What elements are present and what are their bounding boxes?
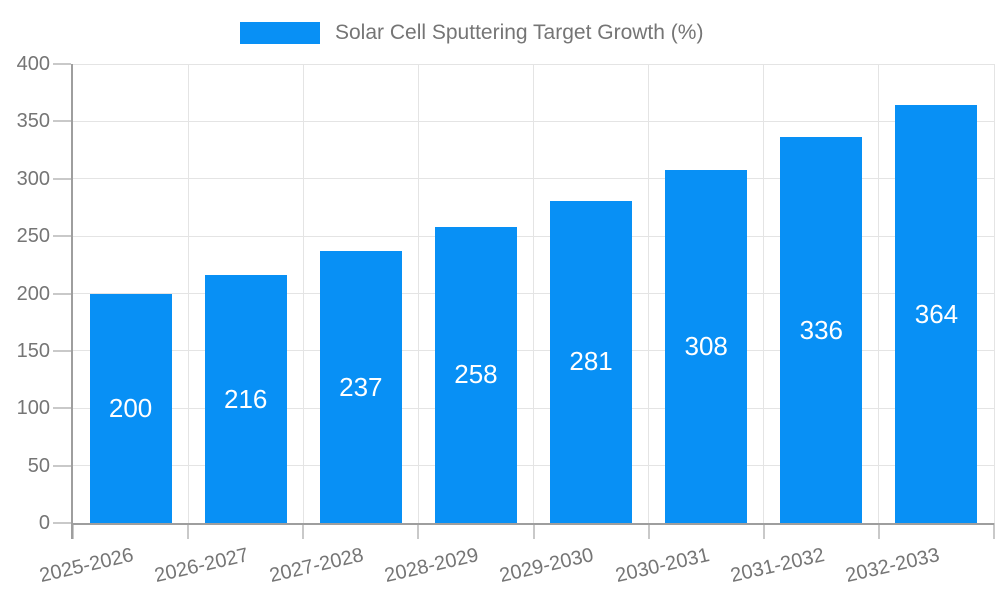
- bar-value-label: 364: [914, 298, 959, 329]
- y-axis-tick: [53, 349, 71, 352]
- y-axis-tick: [53, 292, 71, 295]
- x-axis-tick: [877, 523, 880, 539]
- y-axis-tick: [53, 177, 71, 180]
- x-axis-tick: [762, 523, 765, 539]
- y-axis-label: 400: [16, 53, 50, 75]
- gridline-vertical: [533, 64, 534, 523]
- bar[interactable]: 216: [204, 275, 287, 523]
- y-axis-tick: [53, 464, 71, 467]
- x-axis-label: 2031-2032: [728, 544, 827, 587]
- bar-value-label: 200: [108, 392, 153, 423]
- y-axis-line: [71, 64, 73, 539]
- gridline-vertical: [417, 64, 419, 523]
- legend-label: Solar Cell Sputtering Target Growth (%): [335, 21, 704, 44]
- y-axis-label: 100: [16, 397, 50, 420]
- bar[interactable]: 200: [89, 293, 172, 523]
- y-axis-label: 350: [16, 110, 50, 133]
- bar[interactable]: 237: [319, 251, 402, 523]
- bar-value-label: 258: [454, 359, 498, 390]
- gridline-vertical: [187, 64, 189, 523]
- x-axis-label: 2029-2030: [497, 544, 597, 587]
- gridline-vertical: [302, 64, 304, 523]
- bar[interactable]: 308: [665, 169, 748, 523]
- x-axis-label: 2027-2028: [267, 544, 366, 587]
- bar-value-label: 336: [799, 314, 843, 345]
- bar[interactable]: 364: [895, 105, 978, 523]
- x-axis-tick: [72, 523, 74, 539]
- bar-value-label: 308: [684, 330, 728, 361]
- gridline-vertical: [763, 64, 765, 523]
- x-axis-label: 2028-2029: [382, 544, 481, 587]
- y-axis-tick: [53, 522, 71, 524]
- gridline-vertical: [878, 64, 880, 523]
- bar-value-label: 281: [569, 346, 613, 377]
- x-axis-label: 2026-2027: [152, 544, 251, 587]
- x-axis-tick: [417, 523, 420, 539]
- y-axis-label: 0: [38, 512, 50, 534]
- x-axis-tick: [302, 523, 305, 539]
- bar-value-label: 237: [339, 371, 383, 402]
- gridline-vertical: [993, 64, 995, 523]
- legend-item[interactable]: Solar Cell Sputtering Target Growth (%): [240, 21, 703, 45]
- x-axis-tick: [187, 523, 190, 539]
- y-axis-tick: [53, 235, 71, 238]
- bar[interactable]: 336: [780, 137, 863, 523]
- bar-value-label: 216: [223, 383, 268, 414]
- x-axis-label: 2032-2033: [843, 544, 942, 587]
- legend-swatch: [240, 22, 320, 44]
- y-axis-tick: [53, 407, 71, 410]
- y-axis-label: 250: [16, 225, 50, 248]
- y-axis-label: 150: [16, 339, 50, 362]
- x-axis-label: 2030-2031: [612, 544, 712, 587]
- x-axis-tick: [993, 523, 995, 539]
- bar[interactable]: 258: [434, 226, 517, 523]
- x-axis-label: 2025-2026: [37, 544, 136, 587]
- x-axis-tick: [532, 523, 535, 539]
- bar[interactable]: 281: [550, 200, 633, 523]
- y-axis-label: 200: [16, 282, 50, 305]
- x-axis-tick: [647, 523, 650, 539]
- y-axis-label: 50: [27, 454, 50, 477]
- y-axis-tick: [53, 63, 71, 65]
- gridline-vertical: [648, 64, 650, 523]
- y-axis-label: 300: [16, 167, 50, 190]
- y-axis-tick: [53, 120, 71, 123]
- x-axis-line: [73, 523, 994, 525]
